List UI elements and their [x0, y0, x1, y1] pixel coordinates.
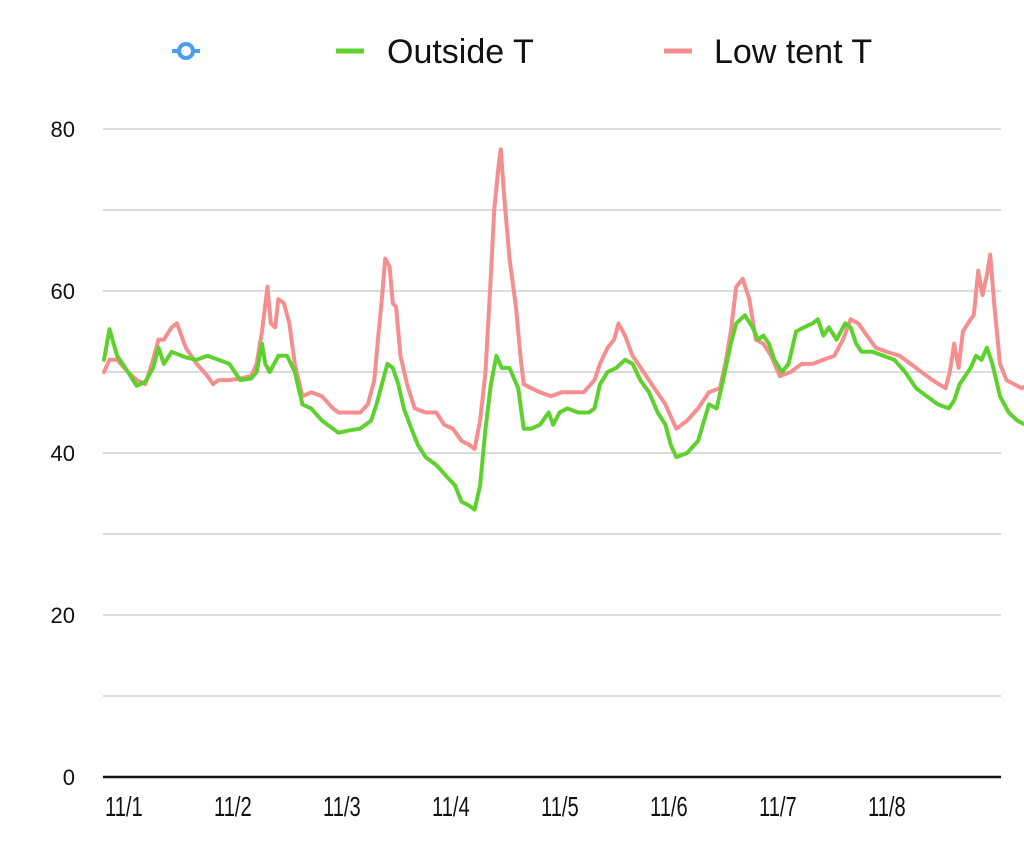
legend-label-2: Low tent T [714, 33, 872, 71]
series-line-1 [102, 313, 1024, 512]
x-tick-label: 11/8 [868, 792, 906, 823]
x-tick-label: 11/2 [214, 792, 252, 823]
y-axis: 0 20 40 60 80 [51, 117, 75, 790]
legend-label-1: Outside T [387, 33, 534, 71]
gridlines [103, 128, 1001, 697]
x-tick-label: 11/4 [432, 792, 470, 823]
x-tick-label: 11/7 [759, 792, 797, 823]
x-tick-label: 11/5 [541, 792, 579, 823]
x-tick-label: 11/1 [105, 792, 143, 823]
legend-marker-0 [177, 42, 195, 60]
y-tick-label: 40 [51, 441, 75, 466]
x-tick-label: 11/6 [650, 792, 688, 823]
x-axis: 11/1 11/2 11/3 11/4 11/5 11/6 11/7 11/8 [105, 792, 906, 823]
series-line-2 [102, 147, 1024, 451]
y-tick-label: 80 [51, 117, 75, 142]
y-tick-label: 20 [51, 603, 75, 628]
x-tick-label: 11/3 [323, 792, 361, 823]
y-tick-label: 60 [51, 279, 75, 304]
y-tick-label: 0 [63, 765, 75, 790]
legend: Outside T Low tent T [172, 33, 872, 71]
plot-area [102, 147, 1024, 512]
